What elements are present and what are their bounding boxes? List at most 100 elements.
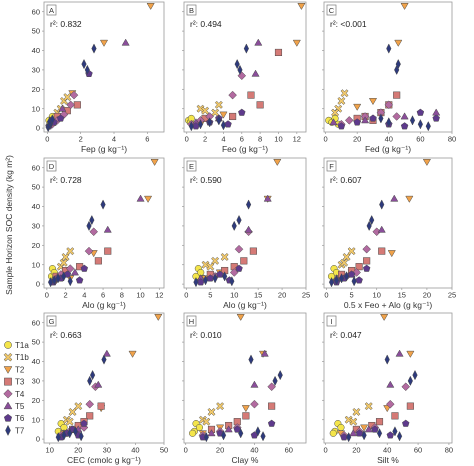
- point-t4: [384, 100, 394, 110]
- point-t7: [72, 426, 79, 437]
- point-t6: [206, 274, 215, 282]
- point-t7: [91, 43, 97, 54]
- y-tick-label: 10: [32, 415, 40, 424]
- point-t7: [395, 58, 401, 70]
- point-t7: [67, 428, 73, 439]
- legend-marker-t4: [3, 389, 13, 399]
- legend-marker-t7: [5, 424, 11, 436]
- point-t7: [260, 431, 266, 442]
- panel-d: 0 10 20 30 40 50 60 0 2 4 6 8 10 12 Alo (g kg⁻¹) Dr²: 0…: [32, 157, 165, 310]
- point-t6: [347, 270, 356, 278]
- point-t7: [203, 432, 209, 443]
- point-t6: [401, 419, 410, 427]
- x-tick-label: 15: [254, 291, 262, 300]
- point-t7: [379, 199, 385, 210]
- point-t6: [369, 114, 377, 122]
- x-tick-label: 10: [230, 291, 238, 300]
- y-tick-label: 60: [32, 318, 40, 327]
- point-t7: [89, 369, 96, 381]
- point-t5: [207, 429, 216, 437]
- point-t5: [94, 380, 103, 388]
- panel-letter-box: [326, 4, 337, 16]
- point-t1b: [347, 247, 356, 256]
- y-tick-label: 0: [36, 124, 40, 133]
- point-t4: [250, 399, 259, 409]
- panel-letter-box: [186, 4, 197, 16]
- point-t3: [355, 263, 363, 271]
- point-t6: [337, 122, 346, 130]
- x-tick-label: 50: [160, 446, 168, 455]
- point-t7: [409, 115, 416, 126]
- panel-letter: A: [49, 6, 54, 15]
- x-axis-label: Alo (g kg⁻¹): [223, 300, 267, 310]
- point-t7: [378, 113, 384, 124]
- point-t5: [395, 349, 404, 357]
- point-t1a: [337, 423, 345, 432]
- point-t7: [55, 432, 61, 443]
- point-t1b: [364, 402, 373, 411]
- x-tick-label: 60: [416, 135, 424, 144]
- point-t5: [251, 69, 260, 77]
- x-tick-label: 0: [323, 446, 327, 455]
- x-tick-label: 2: [63, 291, 67, 300]
- point-t2: [353, 103, 362, 111]
- point-t7: [243, 43, 249, 54]
- x-tick-label: 25: [302, 291, 310, 300]
- point-t5: [121, 38, 130, 46]
- point-t1b: [63, 93, 72, 102]
- point-t1b: [74, 402, 83, 411]
- r-squared-label: r²: 0.590: [190, 175, 222, 185]
- x-tick-label: 80: [448, 135, 456, 144]
- point-t7: [78, 431, 84, 442]
- point-t3: [73, 101, 81, 109]
- x-tick-label: 20: [423, 291, 431, 300]
- point-t7: [61, 271, 67, 282]
- x-tick-label: 6: [145, 135, 149, 144]
- panel-letter: G: [49, 317, 55, 326]
- legend-label-t3: T3: [15, 378, 25, 387]
- point-t6: [400, 122, 409, 130]
- point-t7: [207, 117, 213, 128]
- point-t7: [245, 199, 252, 210]
- point-t3: [242, 412, 250, 420]
- point-t6: [353, 118, 361, 126]
- x-tick-label: 4: [112, 135, 116, 144]
- point-t3: [86, 412, 94, 420]
- point-t7: [234, 58, 240, 70]
- point-t7: [343, 271, 350, 282]
- point-t2: [405, 195, 414, 203]
- point-t3: [375, 418, 384, 426]
- point-t5: [377, 225, 386, 233]
- panel-letter: C: [329, 6, 335, 15]
- point-t5: [70, 268, 80, 276]
- point-t7: [67, 276, 73, 287]
- panel-frame: [43, 157, 165, 289]
- point-t4: [66, 100, 75, 110]
- x-tick-label: 40: [383, 446, 391, 455]
- point-t5: [250, 380, 259, 388]
- point-t7: [237, 64, 243, 76]
- x-axis-label: 0.5 x Feo + Alo (g kg⁻¹): [344, 300, 433, 310]
- panel-g: 0 10 20 30 40 50 60 10 20 30 40 50 CEC (cmolc g kg⁻¹…: [32, 312, 168, 465]
- point-t3: [391, 412, 399, 420]
- point-t1b: [211, 256, 220, 265]
- point-t7: [188, 121, 194, 132]
- point-t1b: [201, 106, 210, 115]
- point-t1a: [189, 429, 197, 437]
- point-t5: [386, 380, 395, 388]
- legend-marker-t5: [3, 401, 13, 410]
- point-t2: [380, 313, 389, 322]
- point-t1b: [340, 89, 349, 98]
- point-t7: [231, 220, 237, 232]
- point-t7: [417, 119, 423, 130]
- point-t7: [55, 273, 61, 284]
- legend-marker-t1b: [3, 352, 13, 362]
- legend-label-t5: T5: [15, 402, 25, 411]
- point-t1b: [68, 407, 77, 416]
- x-tick-label: 10: [274, 135, 282, 144]
- point-t7: [86, 220, 92, 232]
- r-squared-label: r²: 0.047: [330, 330, 362, 340]
- point-t4: [362, 244, 371, 254]
- panel-f: 0 5 10 15 20 25 0.5 x Feo + Alo (g kg⁻¹) Fr²: 0…: [322, 157, 456, 310]
